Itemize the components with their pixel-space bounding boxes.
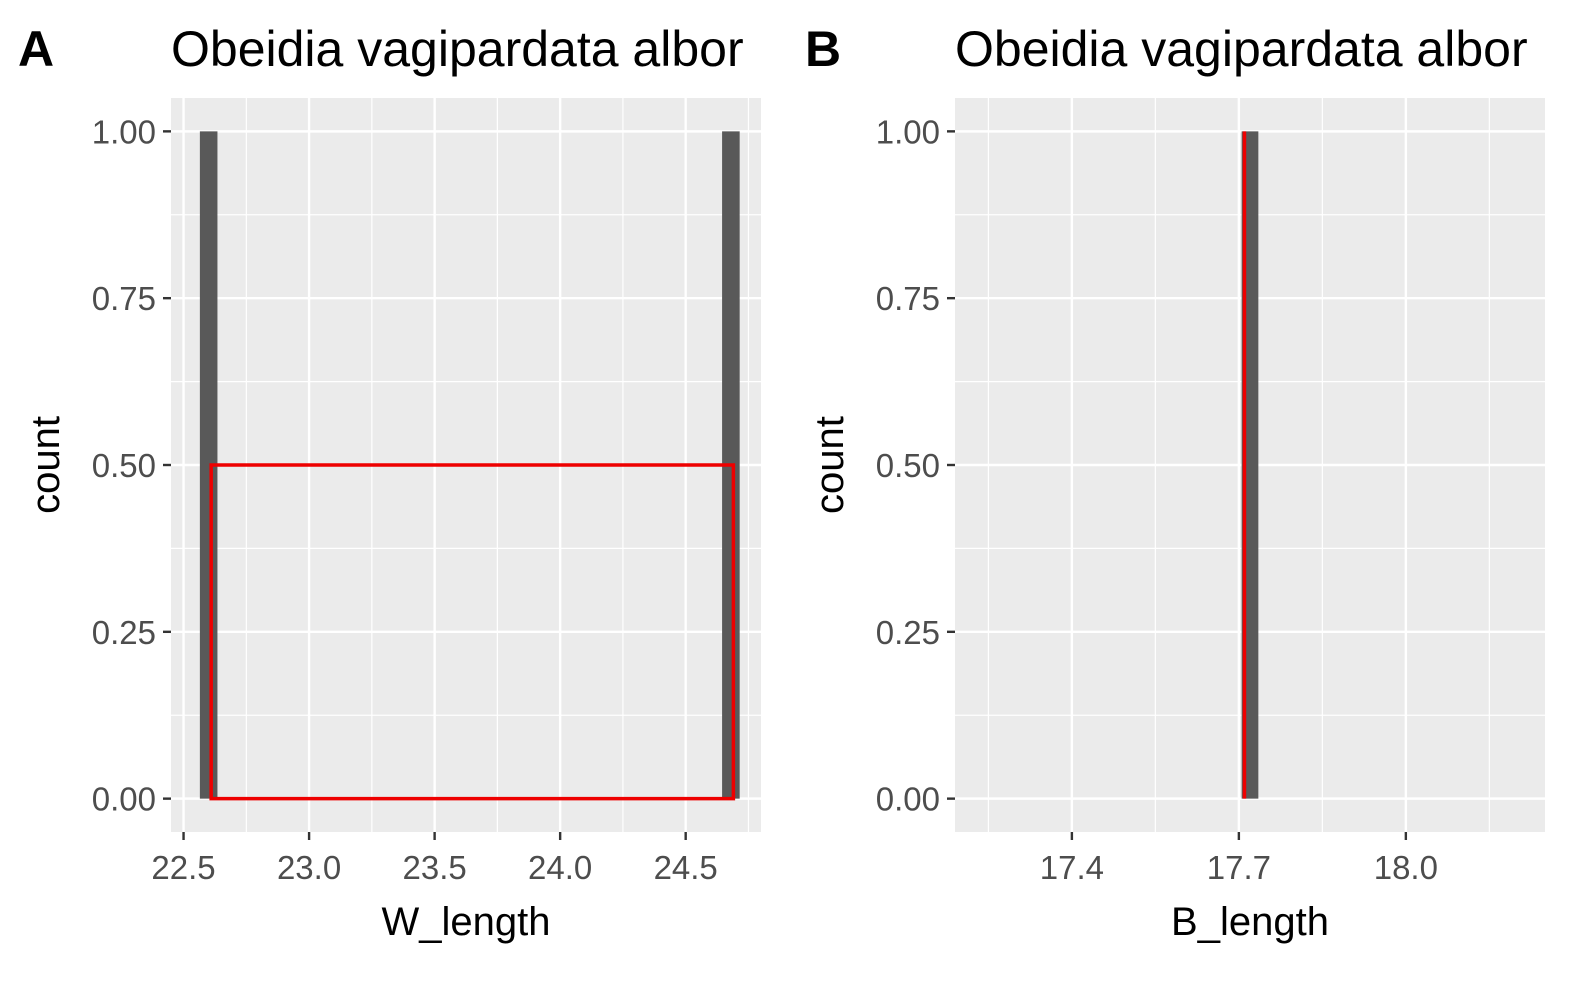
panel-a-y-tick-label: 0.00 xyxy=(92,781,156,818)
panel-b-x-axis-title: B_length xyxy=(1171,900,1329,944)
panel-b-title: Obeidia vagipardata albor xyxy=(955,21,1528,77)
panel-a-y-tick-label: 0.25 xyxy=(92,614,156,651)
panel-b-y-tick-label: 0.50 xyxy=(876,447,940,484)
panel-b-y-tick-label: 0.00 xyxy=(876,781,940,818)
panel-b-x-tick-label: 18.0 xyxy=(1374,849,1438,886)
panel-a-histogram-bar xyxy=(199,131,218,799)
panel-a-x-tick-label: 22.5 xyxy=(151,849,215,886)
panel-b-tag: B xyxy=(805,21,842,77)
panel-b-x-tick-label: 17.7 xyxy=(1207,849,1271,886)
panel-a-x-axis-title: W_length xyxy=(382,900,551,944)
panel-a-y-tick-label: 0.50 xyxy=(92,447,156,484)
panel-a-y-tick-label: 0.75 xyxy=(92,280,156,317)
panel-b-y-tick-label: 0.75 xyxy=(876,280,940,317)
panel-a-title: Obeidia vagipardata albor xyxy=(171,21,744,77)
panel-b-y-axis-title: count xyxy=(808,416,852,514)
panel-a-x-tick-label: 23.5 xyxy=(402,849,466,886)
panel-a-tag: A xyxy=(18,21,55,77)
panel-a-x-tick-label: 24.0 xyxy=(528,849,592,886)
panel-a-y-axis-title: count xyxy=(24,416,68,514)
panel-a-y-tick-label: 1.00 xyxy=(92,113,156,150)
panel-a-overlay-rect xyxy=(209,463,736,801)
panel-b-y-tick-label: 1.00 xyxy=(876,113,940,150)
panel-a-x-tick-label: 23.0 xyxy=(277,849,341,886)
panel-b-y-tick-label: 0.25 xyxy=(876,614,940,651)
panel-b-x-tick-label: 17.4 xyxy=(1040,849,1104,886)
panel-a-x-tick-label: 24.5 xyxy=(654,849,718,886)
